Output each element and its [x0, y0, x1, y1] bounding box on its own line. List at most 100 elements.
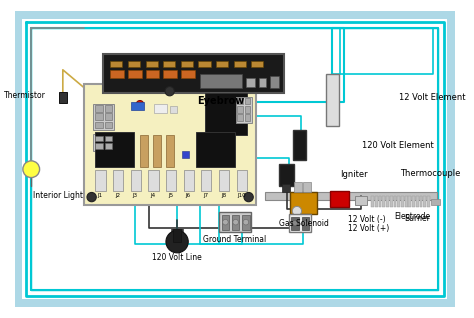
Bar	[237, 98, 243, 104]
Text: Electrode: Electrode	[394, 212, 430, 221]
Circle shape	[302, 220, 308, 226]
Circle shape	[165, 86, 174, 96]
Bar	[245, 114, 250, 121]
Bar	[170, 106, 177, 114]
Bar	[93, 134, 114, 151]
Bar	[95, 143, 103, 149]
Circle shape	[23, 161, 40, 177]
Text: J8: J8	[221, 193, 226, 198]
Text: Ground Terminal: Ground Terminal	[203, 235, 266, 244]
Bar	[153, 135, 161, 167]
Bar	[105, 122, 112, 128]
Bar	[431, 199, 440, 205]
Bar	[237, 170, 247, 190]
Bar	[110, 60, 122, 67]
Bar	[173, 229, 181, 242]
Bar	[146, 60, 157, 67]
Bar	[386, 196, 389, 207]
Text: 120 Volt Element: 120 Volt Element	[362, 141, 434, 149]
Bar	[113, 170, 123, 190]
Bar	[154, 104, 167, 114]
Bar	[166, 135, 174, 167]
Bar	[330, 190, 349, 207]
Text: J6: J6	[186, 193, 191, 198]
Bar	[103, 54, 284, 93]
Bar	[393, 196, 396, 207]
Bar	[95, 114, 103, 120]
Text: Interior Light: Interior Light	[33, 191, 83, 200]
Text: Burner: Burner	[404, 214, 429, 223]
Bar	[105, 114, 112, 120]
Bar	[289, 214, 311, 232]
Text: J10: J10	[237, 193, 246, 198]
Bar	[270, 76, 279, 88]
Bar	[375, 196, 378, 207]
Bar	[292, 217, 299, 230]
Text: Gas Solenoid: Gas Solenoid	[279, 218, 328, 228]
Bar	[409, 196, 411, 207]
Bar	[59, 92, 66, 103]
Bar	[95, 105, 103, 112]
Text: Igniter: Igniter	[341, 170, 368, 179]
Bar	[282, 184, 290, 191]
Bar	[236, 97, 252, 123]
Bar	[397, 196, 400, 207]
Text: 12 Volt (+): 12 Volt (+)	[348, 224, 389, 233]
Text: 12 Volt (-): 12 Volt (-)	[348, 215, 386, 224]
Bar	[427, 196, 430, 207]
Bar	[326, 74, 339, 126]
Bar	[219, 170, 229, 190]
Bar	[205, 93, 247, 135]
Bar	[232, 215, 239, 230]
Bar	[181, 60, 193, 67]
Bar	[140, 135, 148, 167]
Bar	[371, 196, 374, 207]
Bar	[379, 196, 382, 207]
Bar	[251, 60, 264, 67]
Bar	[237, 106, 243, 113]
Circle shape	[87, 192, 96, 202]
Circle shape	[136, 100, 144, 108]
Bar	[303, 182, 311, 191]
Circle shape	[292, 206, 301, 216]
Bar	[146, 70, 159, 78]
Text: J1: J1	[98, 193, 102, 198]
Bar	[219, 212, 251, 232]
Bar	[95, 132, 134, 167]
Bar	[128, 60, 140, 67]
Bar	[128, 70, 142, 78]
Bar	[196, 132, 235, 167]
Bar	[301, 217, 309, 230]
Bar	[163, 70, 177, 78]
Bar	[199, 60, 210, 67]
Bar	[93, 104, 114, 130]
Bar	[245, 98, 250, 104]
Bar	[279, 164, 294, 186]
Text: J5: J5	[168, 193, 173, 198]
Bar	[294, 182, 301, 191]
Circle shape	[233, 219, 238, 225]
Text: Thermistor: Thermistor	[4, 91, 46, 100]
Bar	[166, 170, 176, 190]
Bar	[110, 70, 124, 78]
Text: J4: J4	[150, 193, 155, 198]
Bar	[401, 196, 404, 207]
Text: J3: J3	[133, 193, 138, 198]
Bar	[412, 196, 415, 207]
Bar	[183, 170, 194, 190]
Circle shape	[243, 219, 249, 225]
Circle shape	[244, 192, 253, 202]
Bar	[216, 60, 228, 67]
Bar	[95, 136, 103, 141]
Bar	[222, 215, 229, 230]
Bar	[416, 196, 419, 207]
Circle shape	[292, 220, 298, 226]
Text: 120 Volt Line: 120 Volt Line	[152, 253, 202, 262]
Text: J7: J7	[203, 193, 209, 198]
Bar	[245, 106, 250, 113]
Circle shape	[223, 219, 228, 225]
Bar	[163, 60, 175, 67]
Bar	[131, 102, 144, 110]
Bar	[95, 170, 106, 190]
Bar	[390, 196, 392, 207]
